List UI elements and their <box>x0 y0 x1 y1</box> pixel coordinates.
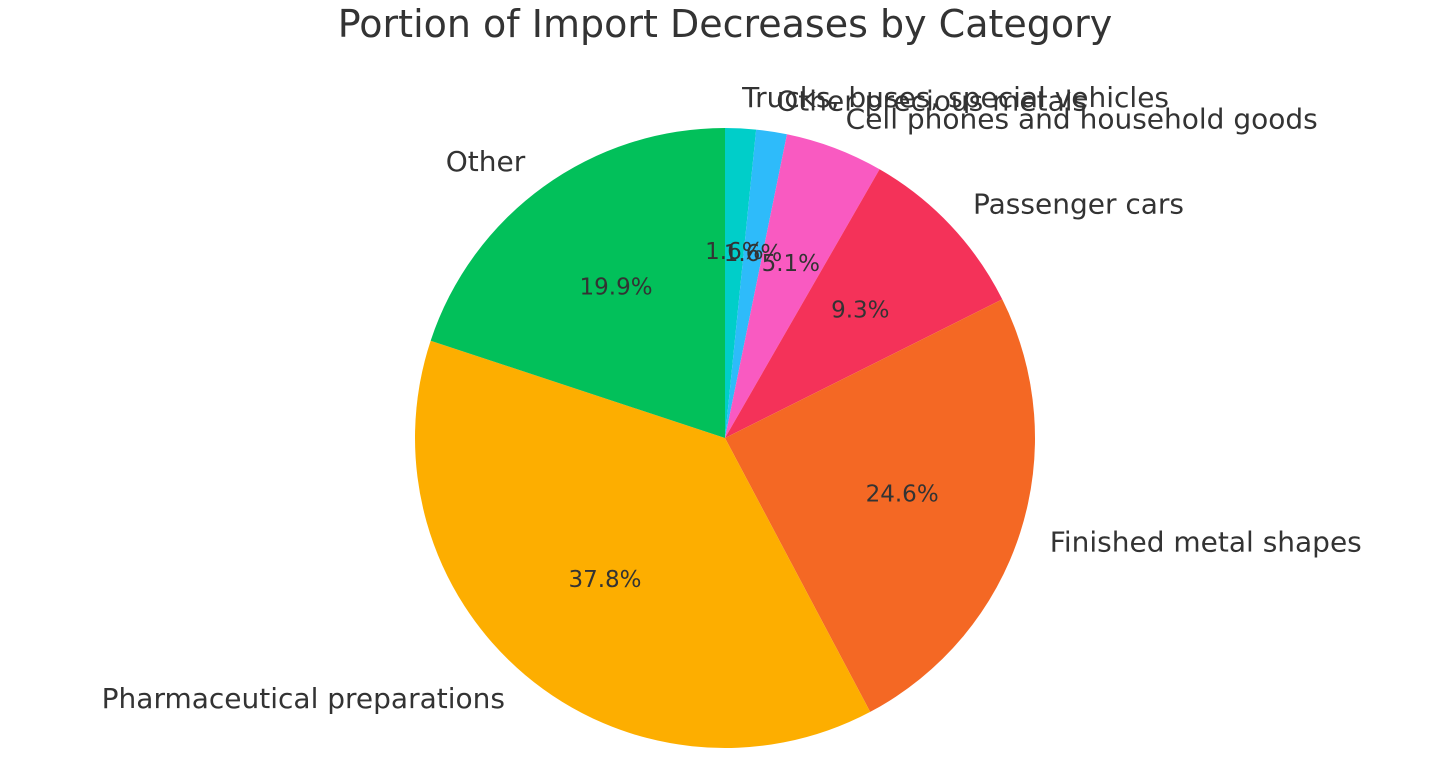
percent-label-finished-metal-shapes: 24.6% <box>866 482 939 508</box>
category-label-finished-metal-shapes: Finished metal shapes <box>1050 525 1362 558</box>
percent-label-trucks-buses-special-vehicles: 1.6% <box>705 239 763 265</box>
percent-label-other: 19.9% <box>580 274 653 300</box>
percent-label-pharmaceutical-preparations: 37.8% <box>568 567 641 593</box>
percent-label-cell-phones-and-household-goods: 5.1% <box>762 251 820 277</box>
pie-slice-cell-phones-and-household-goods <box>725 134 880 438</box>
category-label-cell-phones-and-household-goods: Cell phones and household goods <box>846 103 1318 136</box>
pie-slice-trucks-buses-special-vehicles <box>725 128 757 438</box>
category-label-other: Other <box>446 145 526 178</box>
category-label-passenger-cars: Passenger cars <box>973 187 1184 220</box>
category-label-other-precious-metals: Other precious metals <box>776 84 1087 117</box>
pie-slice-other-precious-metals <box>725 129 787 438</box>
pie-slice-pharmaceutical-preparations <box>415 340 871 749</box>
category-label-pharmaceutical-preparations: Pharmaceutical preparations <box>102 682 505 715</box>
percent-label-passenger-cars: 9.3% <box>831 297 889 323</box>
pie-slice-passenger-cars <box>725 169 1003 439</box>
pie-slices <box>415 127 1035 749</box>
percent-labels: 1.6%1.6%5.1% 9.3% 24.6% 37.8% 19.9% <box>568 239 938 593</box>
percent-label-other-precious-metals: 1.6% <box>724 241 782 267</box>
pie-slice-other <box>430 127 725 438</box>
category-label-trucks-buses-special-vehicles: Trucks, buses, special vehicles <box>741 81 1169 114</box>
chart-title: Portion of Import Decreases by Category <box>338 2 1113 46</box>
pie-slice-finished-metal-shapes <box>725 299 1035 712</box>
